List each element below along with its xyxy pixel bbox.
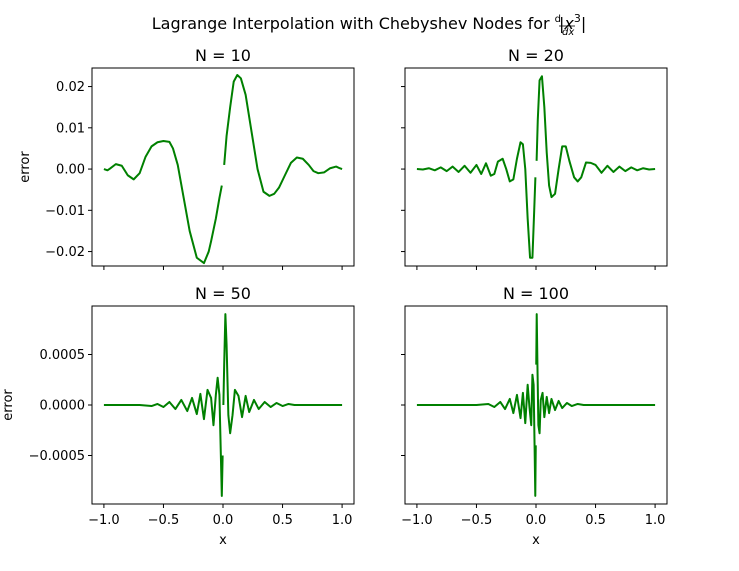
figure-title: Lagrange Interpolation with Chebyshev No… <box>152 12 587 33</box>
x-tick-label: −1.0 <box>401 513 433 528</box>
x-tick-label: 1.0 <box>332 513 353 528</box>
y-tick-label: 0.00 <box>56 163 85 178</box>
y-axis-label-n10: error <box>18 151 33 183</box>
y-tick-label: −0.0005 <box>29 449 85 464</box>
title-math-close: | <box>581 14 586 33</box>
title-math-dx: dx <box>562 27 574 38</box>
subplot-n20: N = 20 <box>401 46 668 270</box>
figure-title-text: Lagrange Interpolation with Chebyshev No… <box>152 14 555 33</box>
title-math-d: d <box>555 14 561 25</box>
x-axis-label-n100: x <box>532 533 540 548</box>
y-tick-label: −0.01 <box>45 204 85 219</box>
subplot-n50: N = 50 −0.0005 0.0000 0.0005 −1.0 −0.5 0.0 0.5 1… <box>1 284 355 548</box>
axes-frame-n20 <box>404 67 668 267</box>
subplot-title-n50: N = 50 <box>195 284 251 303</box>
error-line-n20 <box>416 75 656 259</box>
y-tick-label: −0.02 <box>45 245 85 260</box>
x-tick-label: −0.5 <box>148 513 180 528</box>
x-tick-label: 1.0 <box>645 513 666 528</box>
error-line-n50 <box>103 313 343 497</box>
error-line-n10 <box>103 74 343 265</box>
y-tick-label: 0.02 <box>56 80 85 95</box>
x-axis-label-n50: x <box>219 533 227 548</box>
subplot-title-n100: N = 100 <box>503 284 569 303</box>
x-tick-label: 0.0 <box>213 513 234 528</box>
x-tick-label: −1.0 <box>88 513 120 528</box>
y-axis-label-n50: error <box>1 389 16 421</box>
subplot-n10: N = 10 −0.02 −0.01 0.00 0.01 0.02 error <box>18 46 355 270</box>
subplot-title-n20: N = 20 <box>508 46 564 65</box>
subplot-title-n10: N = 10 <box>195 46 251 65</box>
title-math-power: 3 <box>574 12 581 25</box>
subplot-n100: N = 100 −1.0 −0.5 0.0 0.5 1.0 x <box>401 284 668 548</box>
y-tick-label: 0.0000 <box>40 399 86 414</box>
x-tick-label: 0.5 <box>272 513 293 528</box>
title-math-body: |x <box>559 14 574 33</box>
x-tick-label: −0.5 <box>461 513 493 528</box>
y-tick-label: 0.01 <box>56 121 85 136</box>
x-tick-label: 0.5 <box>585 513 606 528</box>
axes-frame-n10 <box>91 67 355 267</box>
error-line-n100 <box>416 313 656 497</box>
y-tick-label: 0.0005 <box>40 348 86 363</box>
x-tick-label: 0.0 <box>526 513 547 528</box>
